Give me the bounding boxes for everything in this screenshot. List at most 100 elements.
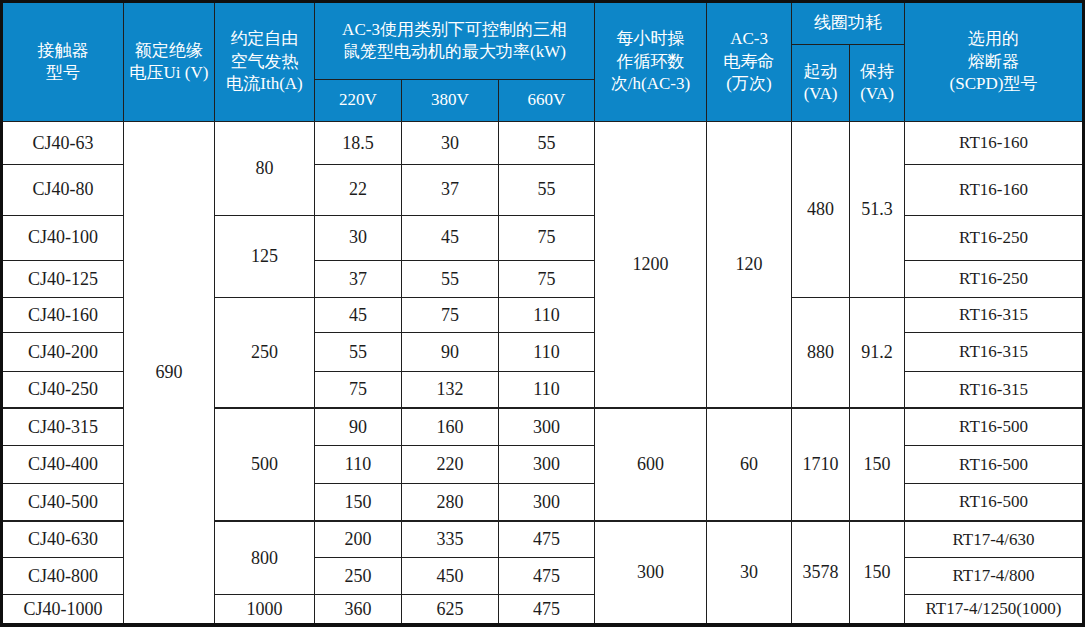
cell-fuse: RT16-315 xyxy=(905,371,1084,408)
cell-thermal-current: 800 xyxy=(215,521,315,595)
col-header-coil-hold: 保持 (VA) xyxy=(850,45,905,122)
cell-operating-cycles: 300 xyxy=(595,521,707,625)
cell-fuse: RT16-315 xyxy=(905,333,1084,371)
cell-thermal-current: 500 xyxy=(215,408,315,521)
col-header-coil-power-group: 线圈功耗 xyxy=(792,2,905,45)
cell-model: CJ40-315 xyxy=(2,408,124,445)
col-header-operating-cycles: 每小时操 作循环数 次/h(AC-3) xyxy=(595,2,707,122)
cell-thermal-current: 250 xyxy=(215,298,315,409)
cell-coil-hold: 150 xyxy=(850,408,905,521)
cell-kw-660: 75 xyxy=(499,215,595,260)
cell-kw-380: 335 xyxy=(402,521,499,557)
cell-model: CJ40-160 xyxy=(2,298,124,333)
col-header-electrical-life: AC-3 电寿命 (万次) xyxy=(707,2,792,122)
cell-kw-380: 75 xyxy=(402,298,499,333)
cell-coil-start: 3578 xyxy=(792,521,850,625)
cell-kw-660: 300 xyxy=(499,446,595,484)
cell-kw-660: 110 xyxy=(499,371,595,408)
cell-kw-660: 300 xyxy=(499,408,595,445)
col-header-fuse-type: 选用的 熔断器 (SCPD)型号 xyxy=(905,2,1084,122)
cell-kw-220: 55 xyxy=(315,333,402,371)
cell-kw-380: 132 xyxy=(402,371,499,408)
cell-fuse: RT17-4/800 xyxy=(905,557,1084,594)
cell-fuse: RT16-250 xyxy=(905,260,1084,297)
cell-kw-380: 160 xyxy=(402,408,499,445)
cell-model: CJ40-63 xyxy=(2,122,124,165)
cell-kw-220: 200 xyxy=(315,521,402,557)
cell-operating-cycles: 1200 xyxy=(595,122,707,409)
cell-thermal-current: 125 xyxy=(215,215,315,298)
cell-model: CJ40-125 xyxy=(2,260,124,297)
cell-coil-start: 480 xyxy=(792,122,850,298)
cell-kw-660: 110 xyxy=(499,298,595,333)
cell-kw-220: 150 xyxy=(315,484,402,521)
contactor-spec-page: 接触器 型号 额定绝缘 电压Ui (V) 约定自由 空气发热 电流Ith(A) … xyxy=(0,0,1085,627)
cell-insulation-voltage: 690 xyxy=(124,122,215,626)
cell-fuse: RT17-4/630 xyxy=(905,521,1084,557)
cell-model: CJ40-100 xyxy=(2,215,124,260)
cell-kw-660: 475 xyxy=(499,557,595,594)
cell-coil-start: 880 xyxy=(792,298,850,409)
cell-kw-220: 37 xyxy=(315,260,402,297)
cell-electrical-life: 120 xyxy=(707,122,792,409)
col-header-kw-group: AC-3使用类别下可控制的三相 鼠笼型电动机的最大功率(kW) xyxy=(315,2,595,80)
cell-fuse: RT16-500 xyxy=(905,484,1084,521)
cell-kw-380: 90 xyxy=(402,333,499,371)
cell-coil-hold: 91.2 xyxy=(850,298,905,409)
table-header: 接触器 型号 额定绝缘 电压Ui (V) 约定自由 空气发热 电流Ith(A) … xyxy=(2,2,1084,122)
col-header-model: 接触器 型号 xyxy=(2,2,124,122)
cell-fuse: RT16-250 xyxy=(905,215,1084,260)
cell-fuse: RT17-4/1250(1000) xyxy=(905,595,1084,625)
cell-coil-hold: 51.3 xyxy=(850,122,905,298)
cell-kw-220: 18.5 xyxy=(315,122,402,165)
cell-kw-380: 55 xyxy=(402,260,499,297)
cell-kw-380: 220 xyxy=(402,446,499,484)
cell-fuse: RT16-315 xyxy=(905,298,1084,333)
cell-kw-220: 360 xyxy=(315,595,402,625)
cell-kw-380: 625 xyxy=(402,595,499,625)
cell-model: CJ40-500 xyxy=(2,484,124,521)
cell-thermal-current: 1000 xyxy=(215,595,315,625)
cell-fuse: RT16-500 xyxy=(905,446,1084,484)
cell-kw-380: 37 xyxy=(402,165,499,215)
cell-model: CJ40-630 xyxy=(2,521,124,557)
cell-operating-cycles: 600 xyxy=(595,408,707,521)
cell-electrical-life: 60 xyxy=(707,408,792,521)
cell-model: CJ40-400 xyxy=(2,446,124,484)
cell-kw-220: 110 xyxy=(315,446,402,484)
cell-kw-660: 110 xyxy=(499,333,595,371)
cell-kw-220: 30 xyxy=(315,215,402,260)
cell-kw-660: 75 xyxy=(499,260,595,297)
cell-fuse: RT16-160 xyxy=(905,165,1084,215)
cell-electrical-life: 30 xyxy=(707,521,792,625)
cell-kw-380: 30 xyxy=(402,122,499,165)
col-header-coil-start: 起动 (VA) xyxy=(792,45,850,122)
cell-kw-220: 250 xyxy=(315,557,402,594)
table-body: CJ40-63 690 80 18.5 30 55 1200 120 480 5… xyxy=(2,122,1084,626)
cell-kw-660: 55 xyxy=(499,165,595,215)
cell-coil-hold: 150 xyxy=(850,521,905,625)
cell-kw-660: 475 xyxy=(499,521,595,557)
cell-model: CJ40-1000 xyxy=(2,595,124,625)
cell-model: CJ40-200 xyxy=(2,333,124,371)
col-header-660v: 660V xyxy=(499,80,595,122)
cell-model: CJ40-250 xyxy=(2,371,124,408)
cell-model: CJ40-80 xyxy=(2,165,124,215)
col-header-insulation-voltage: 额定绝缘 电压Ui (V) xyxy=(124,2,215,122)
cell-kw-380: 45 xyxy=(402,215,499,260)
contactor-spec-table: 接触器 型号 额定绝缘 电压Ui (V) 约定自由 空气发热 电流Ith(A) … xyxy=(0,0,1085,627)
cell-coil-start: 1710 xyxy=(792,408,850,521)
col-header-220v: 220V xyxy=(315,80,402,122)
table-row: CJ40-63 690 80 18.5 30 55 1200 120 480 5… xyxy=(2,122,1084,165)
cell-kw-220: 45 xyxy=(315,298,402,333)
cell-kw-380: 450 xyxy=(402,557,499,594)
cell-kw-220: 22 xyxy=(315,165,402,215)
cell-kw-220: 90 xyxy=(315,408,402,445)
cell-kw-660: 475 xyxy=(499,595,595,625)
col-header-380v: 380V xyxy=(402,80,499,122)
cell-fuse: RT16-160 xyxy=(905,122,1084,165)
cell-kw-660: 300 xyxy=(499,484,595,521)
cell-kw-380: 280 xyxy=(402,484,499,521)
cell-kw-220: 75 xyxy=(315,371,402,408)
cell-fuse: RT16-500 xyxy=(905,408,1084,445)
